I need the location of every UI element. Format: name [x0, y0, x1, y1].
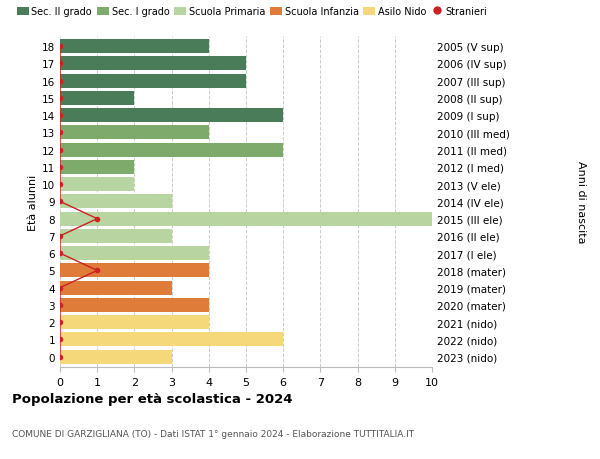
Bar	[60, 195, 172, 209]
Y-axis label: Età alunni: Età alunni	[28, 174, 38, 230]
Bar	[60, 40, 209, 54]
Bar	[60, 350, 172, 364]
Bar	[60, 246, 209, 261]
Bar	[60, 298, 209, 312]
Bar	[60, 126, 209, 140]
Bar	[60, 333, 283, 347]
Bar	[60, 92, 134, 106]
Bar	[60, 143, 283, 157]
Y-axis label: Anni di nascita: Anni di nascita	[576, 161, 586, 243]
Bar	[60, 57, 246, 71]
Bar	[60, 74, 246, 89]
Text: COMUNE DI GARZIGLIANA (TO) - Dati ISTAT 1° gennaio 2024 - Elaborazione TUTTITALI: COMUNE DI GARZIGLIANA (TO) - Dati ISTAT …	[12, 429, 414, 438]
Bar	[60, 161, 134, 174]
Bar	[60, 264, 209, 278]
Bar	[60, 315, 209, 330]
Bar	[60, 109, 283, 123]
Legend: Sec. II grado, Sec. I grado, Scuola Primaria, Scuola Infanzia, Asilo Nido, Stran: Sec. II grado, Sec. I grado, Scuola Prim…	[17, 7, 488, 17]
Bar	[60, 281, 172, 295]
Text: Popolazione per età scolastica - 2024: Popolazione per età scolastica - 2024	[12, 392, 293, 405]
Bar	[60, 212, 432, 226]
Bar	[60, 178, 134, 192]
Bar	[60, 230, 172, 243]
